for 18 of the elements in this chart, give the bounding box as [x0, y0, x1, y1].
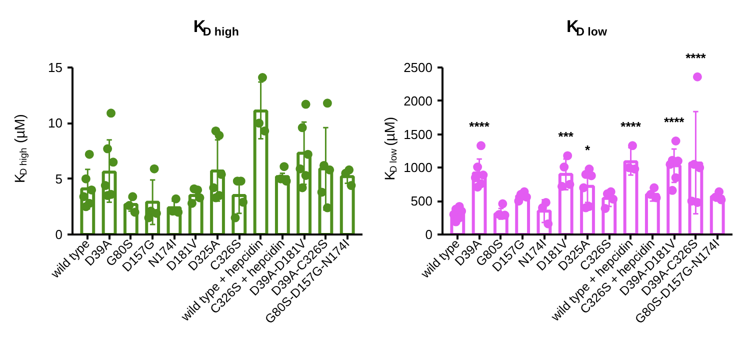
y-tick-label: 1000	[404, 160, 432, 176]
y-tick-label: 5	[55, 171, 63, 186]
y-tick-label: 0	[425, 227, 433, 242]
annotation: *	[584, 142, 591, 158]
y-tick-label: 1500	[404, 126, 432, 142]
y-tick-label: 2500	[404, 60, 432, 76]
y-tick-label: 0	[55, 227, 63, 242]
y-axis-title: KD high (µM)	[12, 114, 30, 184]
y-tick-label: 500	[410, 194, 433, 209]
y-axis-title: KD low (µM)	[382, 116, 400, 180]
y-tick-label: 10	[48, 116, 63, 131]
annotation: ****	[686, 50, 707, 66]
annotation: ****	[664, 114, 686, 130]
annotation: ****	[620, 119, 642, 134]
y-tick-label: 15	[48, 60, 63, 76]
y-tick-label: 2000	[404, 93, 432, 108]
annotation: ***	[558, 129, 574, 144]
annotation: ****	[469, 119, 490, 134]
